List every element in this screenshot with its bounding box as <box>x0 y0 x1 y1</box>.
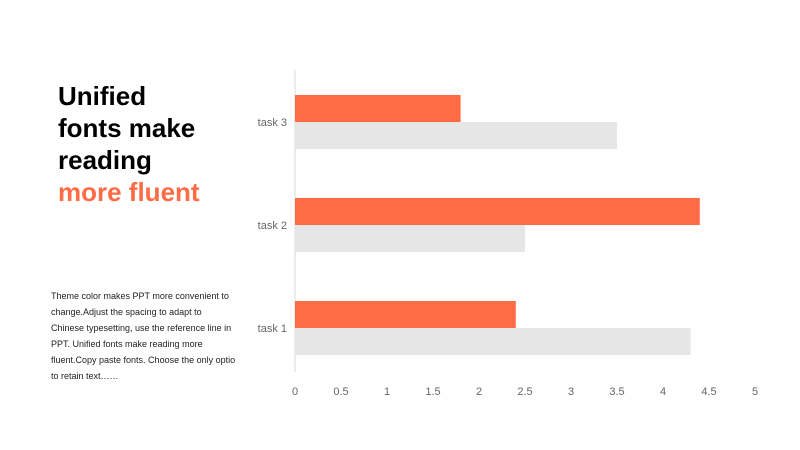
x-tick-label: 2.5 <box>517 386 532 398</box>
x-tick-label: 4.5 <box>701 386 716 398</box>
bar-task-1-series-2 <box>295 328 691 355</box>
bar-task-2-series-2 <box>295 225 525 252</box>
headline-line-2: fonts make <box>58 113 196 143</box>
x-tick-label: 5 <box>752 386 758 398</box>
bar-task-3-series-2 <box>295 122 617 149</box>
category-label-task-1: task 1 <box>258 323 287 335</box>
category-label-task-2: task 2 <box>258 220 287 232</box>
x-tick-label: 4 <box>660 386 666 398</box>
headline-line-3: reading <box>58 145 152 175</box>
headline: Unified fonts make reading more fluent <box>58 80 238 208</box>
x-tick-label: 3.5 <box>609 386 624 398</box>
headline-line-1: Unified <box>58 81 147 111</box>
bar-task-2-series-1 <box>295 198 700 225</box>
x-tick-label: 2 <box>476 386 482 398</box>
x-tick-label: 0.5 <box>333 386 348 398</box>
x-tick-label: 3 <box>568 386 574 398</box>
bar-task-1-series-1 <box>295 301 516 328</box>
body-text: Theme color makes PPT more convenient to… <box>51 291 236 381</box>
x-tick-label: 1 <box>384 386 390 398</box>
bar-task-3-series-1 <box>295 95 461 122</box>
category-label-task-3: task 3 <box>258 117 287 129</box>
x-tick-label: 1.5 <box>425 386 440 398</box>
headline-accent: more fluent <box>58 177 200 207</box>
x-tick-label: 0 <box>292 386 298 398</box>
